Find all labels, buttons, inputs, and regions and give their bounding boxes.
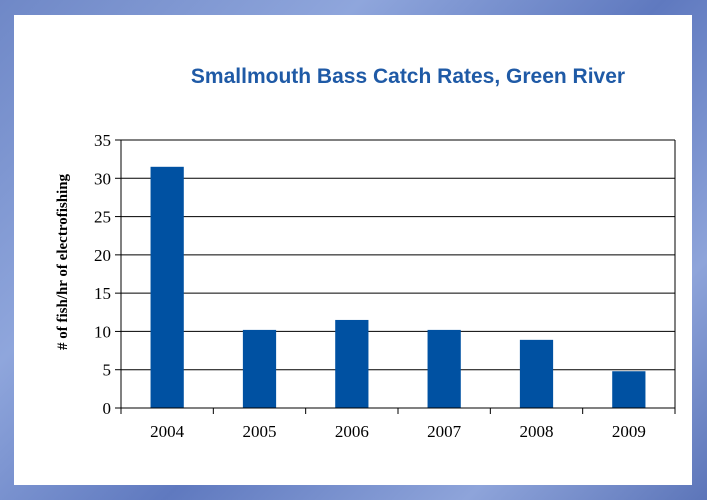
x-tick-label: 2006 [335,422,369,441]
y-tick-label: 30 [94,169,111,188]
y-tick-label: 35 [94,131,111,150]
x-tick-labels: 2004 2005 2006 2007 2008 2009 [150,422,646,441]
x-tick-label: 2007 [427,422,462,441]
y-tick-label: 5 [103,361,112,380]
bar-2004 [150,166,184,408]
x-tick-label: 2009 [612,422,646,441]
bar-2006 [335,319,369,408]
bar-2008 [519,339,554,408]
y-tick-label: 0 [103,399,112,418]
gridlines [121,139,675,371]
axes [115,139,676,414]
bars [150,166,646,408]
x-tick-label: 2005 [243,422,277,441]
bar-2007 [427,329,461,408]
chart-title: Smallmouth Bass Catch Rates, Green River [191,65,625,88]
y-tick-label: 15 [94,284,111,303]
x-tick-label: 2004 [150,422,185,441]
y-tick-label: 10 [94,322,111,341]
y-axis-label: # of fish/hr of electrofishing [55,173,71,350]
bar-2009 [612,371,646,408]
y-tick-label: 20 [94,246,111,265]
bar-2005 [242,329,277,408]
y-tick-labels: 0 5 10 15 20 25 30 35 [94,131,111,418]
y-tick-label: 25 [94,208,111,227]
x-tick-label: 2008 [520,422,554,441]
